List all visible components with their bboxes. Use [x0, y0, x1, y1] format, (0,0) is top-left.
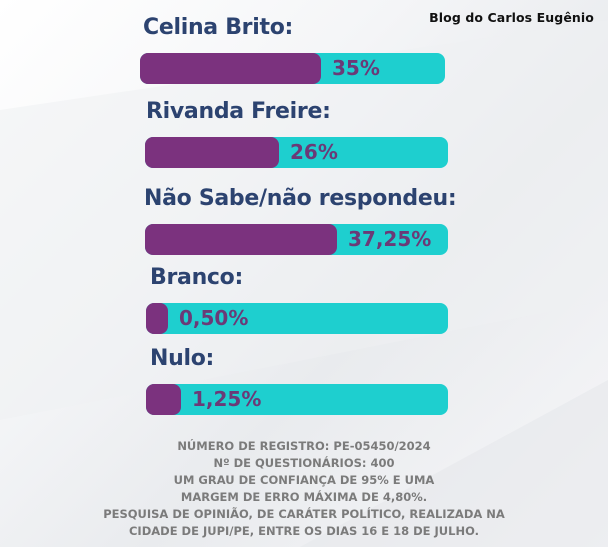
footnote-line: CIDADE DE JUPI/PE, ENTRE OS DIAS 16 E 18…	[128, 524, 479, 538]
footnote-line: NÚMERO DE REGISTRO: PE-05450/2024	[177, 439, 431, 453]
bar-value-label: 0,50%	[179, 306, 249, 330]
bar-value-label: 26%	[290, 140, 338, 164]
bar-value-label: 37,25%	[348, 227, 432, 251]
blog-watermark: Blog do Carlos Eugênio	[429, 10, 594, 25]
category-label: Rivanda Freire:	[146, 99, 331, 124]
category-label: Não Sabe/não respondeu:	[144, 186, 457, 211]
bar-fill	[140, 53, 321, 84]
footnote-line: MARGEM DE ERRO MÁXIMA DE 4,80%.	[180, 490, 428, 504]
bar-fill	[146, 303, 168, 334]
bar-track: 37,25%	[145, 224, 448, 255]
footnote-line: Nº DE QUESTIONÁRIOS: 400	[213, 456, 395, 470]
bar-fill	[145, 137, 279, 168]
bar-fill	[146, 384, 181, 415]
bar-value-label: 35%	[332, 56, 380, 80]
category-label: Nulo:	[150, 346, 215, 371]
bar-track: 0,50%	[146, 303, 448, 334]
footnote-line: PESQUISA DE OPINIÃO, DE CARÁTER POLÍTICO…	[103, 507, 505, 521]
bar-fill	[145, 224, 337, 255]
footnote-line: UM GRAU DE CONFIANÇA DE 95% E UMA	[173, 473, 435, 487]
poll-footnote: NÚMERO DE REGISTRO: PE-05450/2024 Nº DE …	[0, 438, 608, 540]
bar-track: 1,25%	[146, 384, 448, 415]
bar-track: 26%	[145, 137, 448, 168]
bar-value-label: 1,25%	[192, 387, 262, 411]
category-label: Celina Brito:	[143, 15, 294, 40]
category-label: Branco:	[150, 265, 243, 290]
bar-track: 35%	[140, 53, 445, 84]
